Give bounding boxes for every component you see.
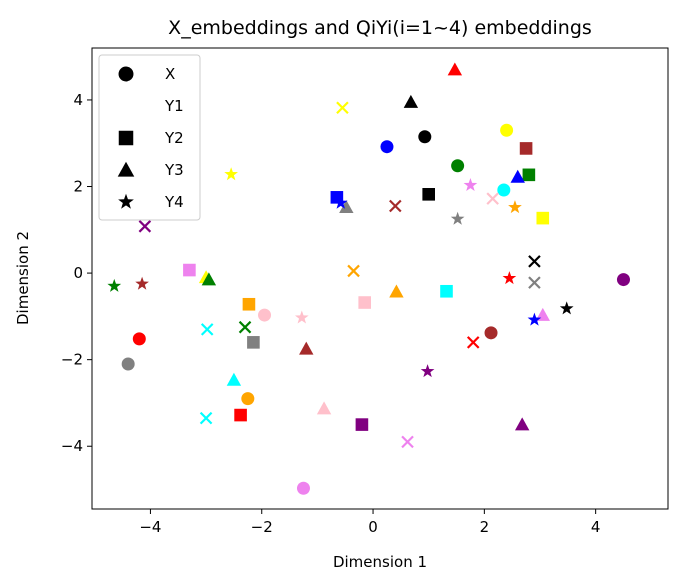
data-point-y2-square	[242, 297, 256, 311]
data-point-y3-triangle	[514, 417, 530, 431]
x-axis: −4 −2 0 2 4	[139, 509, 600, 536]
data-point-y1-x	[347, 264, 360, 278]
data-point-y4-star	[527, 312, 542, 326]
data-point-y4-star	[559, 301, 574, 315]
data-point-y2-square	[247, 336, 260, 349]
data-point-y3-triangle	[201, 272, 217, 286]
y-axis: −4 −2 0 2 4	[61, 91, 92, 455]
data-point-x-circle	[497, 183, 511, 197]
data-point-y4-star	[508, 200, 522, 214]
data-point-y3-triangle	[316, 401, 332, 415]
x-tick-label: −2	[251, 518, 273, 536]
data-point-y2-square	[519, 142, 533, 155]
legend-box	[98, 54, 201, 221]
legend-label: Y3	[164, 161, 184, 179]
data-point-x-circle	[380, 140, 394, 154]
data-point-x-circle	[132, 332, 146, 346]
data-point-y1-x	[486, 192, 499, 205]
data-point-y1-x	[528, 276, 541, 289]
data-points	[107, 62, 630, 495]
data-point-y2-square	[355, 418, 369, 431]
data-point-y4-star	[224, 167, 238, 181]
x-tick-label: −4	[139, 518, 161, 536]
data-point-y2-square	[536, 211, 550, 225]
data-point-y2-square	[422, 188, 435, 201]
data-point-y4-star	[135, 276, 149, 290]
data-point-x-circle	[121, 357, 135, 371]
chart-title: X_embeddings and QiYi(i=1~4) embeddings	[168, 17, 592, 39]
data-point-x-circle	[258, 308, 272, 322]
data-point-y1-x	[389, 199, 402, 213]
legend-marker-triangle-icon	[117, 161, 135, 177]
data-point-y1-x	[138, 220, 152, 233]
data-point-y3-triangle	[510, 169, 525, 183]
data-point-y2-square	[522, 168, 536, 182]
data-point-y4-star	[333, 195, 348, 209]
data-point-y3-triangle	[389, 284, 404, 298]
data-point-y3-triangle	[403, 94, 419, 108]
x-tick-label: 2	[480, 518, 490, 536]
data-point-y1-x	[238, 320, 252, 334]
data-point-y4-star	[502, 271, 517, 285]
data-point-y4-star	[463, 178, 478, 192]
data-point-y1-x	[199, 411, 213, 425]
data-point-x-circle	[616, 273, 630, 287]
plot-frame	[91, 47, 669, 510]
legend-label: X	[165, 65, 175, 83]
legend-label: Y2	[164, 129, 184, 147]
data-point-y1-x	[466, 336, 480, 349]
data-point-y1-x	[200, 323, 214, 336]
data-point-x-circle	[500, 123, 514, 137]
data-point-y1-x	[401, 435, 414, 449]
y-tick-label: 0	[73, 264, 83, 282]
data-point-y4-star	[450, 211, 465, 225]
x-axis-label: Dimension 1	[333, 553, 427, 571]
data-point-y2-square	[358, 296, 371, 309]
data-point-y1-x	[528, 255, 541, 268]
data-point-y3-triangle	[226, 372, 242, 386]
data-point-y3-triangle	[447, 62, 463, 76]
y-axis-label: Dimension 2	[14, 231, 32, 325]
x-tick-label: 0	[368, 518, 378, 536]
data-point-x-circle	[241, 392, 255, 406]
legend-marker-square-icon	[118, 130, 134, 146]
data-point-y4-star	[107, 278, 122, 292]
legend-marker-circle-icon	[118, 66, 134, 82]
data-point-x-circle	[484, 326, 498, 340]
data-point-y2-square	[440, 284, 453, 298]
y-tick-label: 4	[73, 91, 83, 109]
legend-label: Y1	[164, 97, 184, 115]
y-tick-label: −2	[61, 351, 83, 369]
legend-marker-star-icon	[118, 193, 134, 209]
data-point-y1-x	[336, 101, 349, 115]
data-point-x-circle	[451, 159, 465, 173]
data-point-y4-star	[420, 364, 435, 378]
x-tick-label: 4	[591, 518, 601, 536]
data-point-y2-square	[234, 408, 247, 422]
data-point-x-circle	[296, 481, 310, 495]
data-point-y3-triangle	[339, 200, 354, 214]
data-point-x-circle	[418, 130, 432, 144]
legend-marker-x-icon	[118, 98, 134, 114]
data-point-y3-triangle	[299, 341, 314, 355]
data-point-y2-square	[183, 263, 196, 277]
legend-label: Y4	[164, 193, 184, 211]
legend: X Y1 Y2 Y3 Y4	[98, 54, 201, 221]
y-tick-label: −4	[61, 437, 83, 455]
data-point-y4-star	[294, 310, 309, 324]
y-tick-label: 2	[73, 178, 83, 196]
